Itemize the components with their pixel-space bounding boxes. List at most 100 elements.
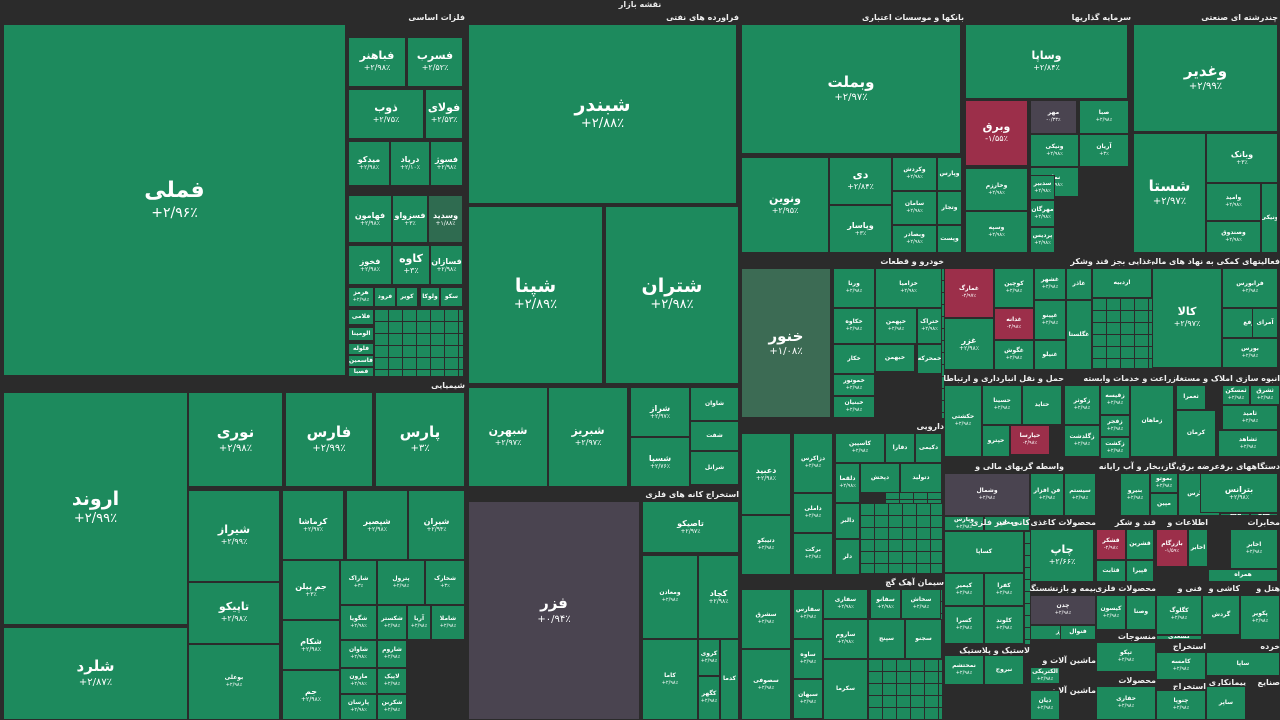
stock-tile[interactable]: شخارک +۳٪ (425, 560, 465, 605)
stock-tile[interactable]: فاسمین (348, 355, 374, 367)
stock-tile[interactable]: شلرد +۲/۸۷٪ (3, 627, 188, 720)
stock-tile[interactable]: سصوفی +۲/۹۸٪ (741, 649, 791, 720)
stock-tile[interactable]: مهرگان +۲/۹۸٪ (1030, 200, 1055, 227)
stock-tile[interactable]: قشرین (1126, 529, 1154, 560)
stock-tile[interactable]: غمارگ -۲/۹۷٪ (944, 268, 994, 318)
stock-tile[interactable]: کسعدی (1156, 635, 1202, 640)
stock-tile[interactable]: دلقما +۲/۹۸٪ (835, 463, 860, 503)
stock-tile[interactable]: زکوثر +۲/۹۸٪ (1064, 385, 1100, 425)
stock-tile[interactable]: سجنو (905, 619, 942, 659)
stock-tile[interactable]: شگویا +۲/۹۸٪ (340, 605, 377, 640)
stock-tile[interactable]: کلوند +۲/۹۸٪ (984, 606, 1024, 644)
stock-tile[interactable]: وبملت +۲/۹۷٪ (741, 24, 961, 154)
stock-tile[interactable]: شکام +۲/۹۸٪ (282, 620, 340, 670)
stock-tile[interactable]: غزر +۲/۹۸٪ (944, 318, 994, 370)
stock-tile[interactable]: چاپ +۲/۶۶٪ (1030, 529, 1094, 582)
stock-tile[interactable]: فنوال (1060, 625, 1096, 640)
stock-tile[interactable]: نمحتشم +۲/۹۸٪ (944, 655, 984, 685)
stock-tile[interactable]: دلر (835, 539, 860, 575)
stock-tile[interactable]: پترول +۲/۹۸٪ (377, 560, 425, 605)
stock-tile[interactable]: آمرای (1252, 308, 1278, 338)
stock-tile[interactable]: حپترو (982, 425, 1010, 457)
stock-tile[interactable]: دفارا (885, 433, 915, 463)
stock-tile[interactable]: وساپا +۲/۸۴٪ (965, 24, 1128, 99)
stock-tile[interactable]: فخوز +۲/۹۸٪ (348, 245, 392, 285)
stock-tile[interactable]: وغدیر +۲/۹۹٪ (1133, 24, 1278, 132)
stock-tile[interactable]: فزر +۰/۹۴٪ (468, 501, 640, 720)
stock-tile[interactable]: زگلدشت +۲/۹۸٪ (1064, 425, 1100, 457)
stock-tile[interactable]: غگلستا (1066, 300, 1092, 370)
stock-tile[interactable]: دریاد +۲/۱۰٪ (390, 141, 430, 186)
stock-tile[interactable]: شکستر +۲/۹۸٪ (377, 605, 407, 640)
stock-tile[interactable]: سخاش +۲/۹۸٪ (901, 589, 941, 619)
stock-tile[interactable]: بنیرو +۲/۹۸٪ (1120, 473, 1150, 516)
stock-tile[interactable]: شکربن +۲/۹۸٪ (377, 694, 407, 720)
stock-tile[interactable]: تپکو +۲/۹۸٪ (1096, 642, 1156, 672)
stock-tile[interactable]: بکام (1250, 513, 1278, 516)
stock-tile[interactable]: خکاوه +۲/۹۸٪ (833, 308, 875, 344)
stock-tile[interactable]: فلوله (348, 343, 374, 355)
stock-tile[interactable]: وشمال +۲/۹۸٪ (944, 473, 1030, 516)
stock-tile[interactable]: سامان +۲/۹۸٪ (892, 191, 937, 225)
stock-tile[interactable]: گردش (1202, 595, 1240, 635)
stock-tile[interactable]: شاملا +۲/۹۸٪ (431, 605, 465, 640)
stock-tile[interactable]: فسزواو +۳٪ (392, 195, 428, 243)
stock-tile[interactable]: ثمسکن +۲/۹۸٪ (1222, 385, 1250, 405)
stock-tile[interactable]: ساروم +۲/۹۸٪ (823, 619, 868, 659)
stock-tile[interactable]: فرود (374, 287, 396, 307)
stock-tile[interactable]: تاپیکو +۲/۹۸٪ (188, 582, 280, 644)
stock-tile[interactable]: کاسپین +۲/۹۸٪ (835, 433, 885, 463)
stock-tile[interactable]: بترانس +۲/۹۸٪ (1200, 473, 1278, 513)
stock-tile[interactable]: ومعادن +۲/۹۸٪ (642, 555, 698, 639)
stock-tile[interactable]: شاوان +۲/۹۸٪ (340, 640, 377, 668)
stock-tile[interactable]: پارس +۳٪ (375, 392, 465, 487)
stock-tile[interactable]: شتران +۲/۹۸٪ (605, 206, 739, 384)
stock-tile[interactable]: شیران +۲/۹۴٪ (408, 490, 465, 560)
stock-tile[interactable]: وکردش +۲/۹۸٪ (892, 157, 937, 191)
stock-tile[interactable]: ثشرق +۲/۹۸٪ (1250, 385, 1280, 405)
stock-tile[interactable]: فسازان +۲/۹۸٪ (430, 245, 463, 285)
stock-tile[interactable]: قثابت (1096, 560, 1126, 582)
stock-tile[interactable]: اخابر +۲/۹۸٪ (1230, 529, 1278, 569)
stock-tile[interactable]: وپارس +۲/۹۸٪ (944, 516, 984, 531)
stock-tile[interactable]: خموتور +۲/۹۸٪ (833, 374, 875, 396)
stock-tile[interactable]: کروی +۲/۹۸٪ (698, 639, 720, 676)
stock-tile[interactable]: وخارزم +۲/۹۸٪ (965, 168, 1028, 211)
stock-tile[interactable]: غنیلو (1034, 340, 1066, 370)
stock-tile[interactable]: وپاسار +۳٪ (829, 205, 892, 253)
stock-tile[interactable]: فرابورس +۲/۹۸٪ (1222, 268, 1278, 308)
stock-tile[interactable]: شاراک +۳٪ (340, 560, 377, 605)
stock-tile[interactable]: دی +۲/۸۴٪ (829, 157, 892, 205)
stock-tile[interactable]: کیسون +۲/۹۸٪ (1096, 595, 1126, 630)
stock-tile[interactable]: سدبیر +۲/۹۸٪ (1030, 175, 1055, 200)
stock-tile[interactable]: کدما (720, 639, 739, 720)
stock-tile[interactable]: ثشاهد +۲/۹۸٪ (1218, 430, 1278, 457)
stock-tile[interactable]: خنور +۱/۰۸٪ (741, 268, 831, 418)
stock-tile[interactable]: ذوب +۲/۷۵٪ (348, 89, 424, 139)
stock-tile[interactable]: لاپیک +۲/۹۸٪ (377, 668, 407, 694)
stock-tile[interactable]: سبهان +۲/۹۸٪ (793, 679, 823, 719)
stock-tile[interactable]: سشرق +۲/۹۸٪ (741, 589, 791, 649)
stock-tile[interactable]: فارس +۲/۹۹٪ (285, 392, 373, 487)
stock-tile[interactable]: بوعلی +۲/۹۸٪ (188, 644, 280, 720)
stock-tile[interactable]: حتاید (1022, 385, 1062, 425)
stock-tile[interactable]: ولوکا (420, 287, 440, 307)
stock-tile[interactable]: کاوه +۳٪ (392, 245, 430, 285)
stock-tile[interactable]: وپارس (937, 157, 962, 191)
stock-tile[interactable]: شراز +۲/۹۷٪ (630, 387, 690, 437)
stock-tile[interactable]: شاروم +۲/۹۸٪ (377, 640, 407, 668)
stock-tile[interactable]: دکیمی (915, 433, 942, 463)
stock-tile[interactable]: آریا +۲/۹۸٪ (407, 605, 431, 640)
stock-tile[interactable]: نوری +۲/۹۸٪ (188, 392, 283, 487)
stock-tile[interactable]: خکار (833, 344, 875, 374)
stock-tile[interactable]: فسرب +۲/۵۲٪ (407, 37, 463, 87)
stock-tile[interactable]: الومینا (348, 327, 374, 341)
stock-tile[interactable]: شپنا +۲/۸۹٪ (468, 206, 603, 384)
stock-tile[interactable]: نبروج (984, 655, 1024, 685)
stock-tile[interactable]: شبهرن +۲/۹۷٪ (468, 387, 548, 487)
stock-tile[interactable]: حکشتی +۲/۹۸٪ (944, 385, 982, 457)
stock-tile[interactable]: فصبا (348, 367, 374, 377)
stock-tile[interactable]: تاصیکو +۲/۹۷٪ (642, 501, 739, 553)
stock-tile[interactable]: شاوان (690, 387, 739, 421)
stock-tile[interactable]: ونوین +۲/۹۵٪ (741, 157, 829, 253)
